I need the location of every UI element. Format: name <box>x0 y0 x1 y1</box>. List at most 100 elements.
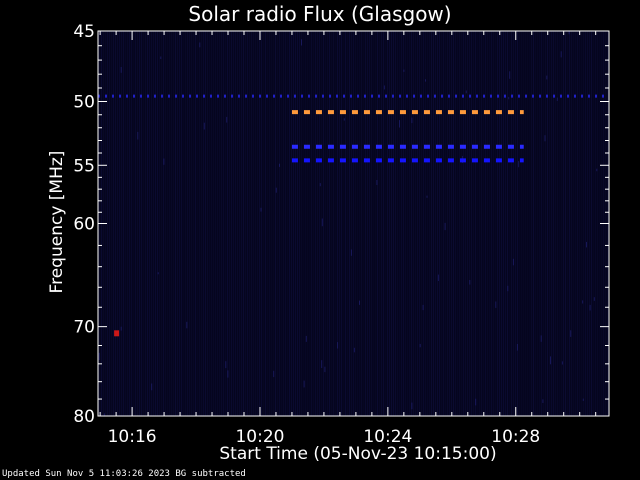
y-tick-label: 45 <box>73 22 95 42</box>
noise-speck <box>226 116 228 123</box>
noise-column <box>501 31 502 416</box>
noise-column <box>327 31 328 416</box>
noise-column <box>197 31 198 416</box>
noise-column <box>339 31 340 416</box>
noise-speck <box>120 326 122 331</box>
noise-column <box>319 31 320 416</box>
noise-column <box>165 31 166 416</box>
noise-speck <box>227 370 229 378</box>
noise-column <box>213 31 214 416</box>
noise-column <box>493 31 494 416</box>
noise-speck <box>260 207 262 212</box>
noise-column <box>269 31 270 416</box>
noise-column <box>343 31 344 416</box>
noise-speck <box>465 90 467 94</box>
noise-column <box>573 31 574 416</box>
noise-speck <box>582 300 584 304</box>
noise-column <box>119 31 120 416</box>
noise-speck <box>157 272 159 275</box>
noise-column <box>399 31 400 416</box>
noise-column <box>259 31 260 416</box>
noise-column <box>549 31 550 416</box>
noise-speck <box>273 370 275 378</box>
noise-speck <box>137 131 139 140</box>
noise-speck <box>411 117 413 124</box>
noise-column <box>571 31 572 416</box>
noise-column <box>303 31 304 416</box>
noise-column <box>129 31 130 416</box>
noise-column <box>223 31 224 416</box>
noise-column <box>491 31 492 416</box>
noise-speck <box>586 241 587 248</box>
noise-column <box>489 31 490 416</box>
noise-column <box>577 31 578 416</box>
noise-column <box>337 31 338 416</box>
noise-column <box>263 31 264 416</box>
noise-column <box>449 31 450 416</box>
noise-column <box>385 31 386 416</box>
noise-column <box>305 31 306 416</box>
noise-speck <box>350 249 352 256</box>
noise-column <box>247 31 248 416</box>
noise-speck <box>186 321 188 329</box>
noise-column <box>317 31 318 416</box>
noise-column <box>523 31 524 416</box>
noise-column <box>457 31 458 416</box>
noise-column <box>531 31 532 416</box>
noise-speck <box>422 304 424 311</box>
noise-column <box>221 31 222 416</box>
noise-speck <box>542 399 544 403</box>
noise-column <box>115 31 116 416</box>
noise-column <box>391 31 392 416</box>
noise-column <box>173 31 174 416</box>
noise-column <box>291 31 292 416</box>
noise-speck <box>353 347 355 353</box>
noise-column <box>217 31 218 416</box>
noise-column <box>587 31 588 416</box>
noise-speck <box>301 39 302 46</box>
noise-column <box>419 31 420 416</box>
noise-column <box>441 31 442 416</box>
noise-column <box>443 31 444 416</box>
noise-column <box>325 31 326 416</box>
noise-column <box>465 31 466 416</box>
noise-column <box>375 31 376 416</box>
noise-speck <box>568 31 570 35</box>
noise-column <box>301 31 302 416</box>
noise-column <box>309 31 310 416</box>
noise-column <box>261 31 262 416</box>
noise-column <box>345 31 346 416</box>
noise-column <box>229 31 230 416</box>
noise-speck <box>419 343 421 348</box>
noise-column <box>133 31 134 416</box>
noise-column <box>135 31 136 416</box>
noise-speck <box>399 120 400 128</box>
noise-speck <box>509 71 511 79</box>
y-tick-label: 55 <box>73 156 95 176</box>
noise-column <box>181 31 182 416</box>
noise-column <box>563 31 564 416</box>
noise-column <box>111 31 112 416</box>
noise-speck <box>570 330 572 337</box>
noise-column <box>315 31 316 416</box>
noise-column <box>525 31 526 416</box>
noise-column <box>171 31 172 416</box>
noise-column <box>215 31 216 416</box>
noise-column <box>249 31 250 416</box>
noise-column <box>367 31 368 416</box>
noise-column <box>347 31 348 416</box>
noise-column <box>363 31 364 416</box>
noise-column <box>551 31 552 416</box>
noise-column <box>333 31 334 416</box>
noise-column <box>251 31 252 416</box>
noise-column <box>361 31 362 416</box>
noise-column <box>583 31 584 416</box>
noise-column <box>349 31 350 416</box>
noise-column <box>239 31 240 416</box>
noise-speck <box>324 366 326 373</box>
noise-column <box>547 31 548 416</box>
noise-column <box>209 31 210 416</box>
y-axis-label: Frequency [MHz] <box>47 150 67 294</box>
noise-column <box>403 31 404 416</box>
